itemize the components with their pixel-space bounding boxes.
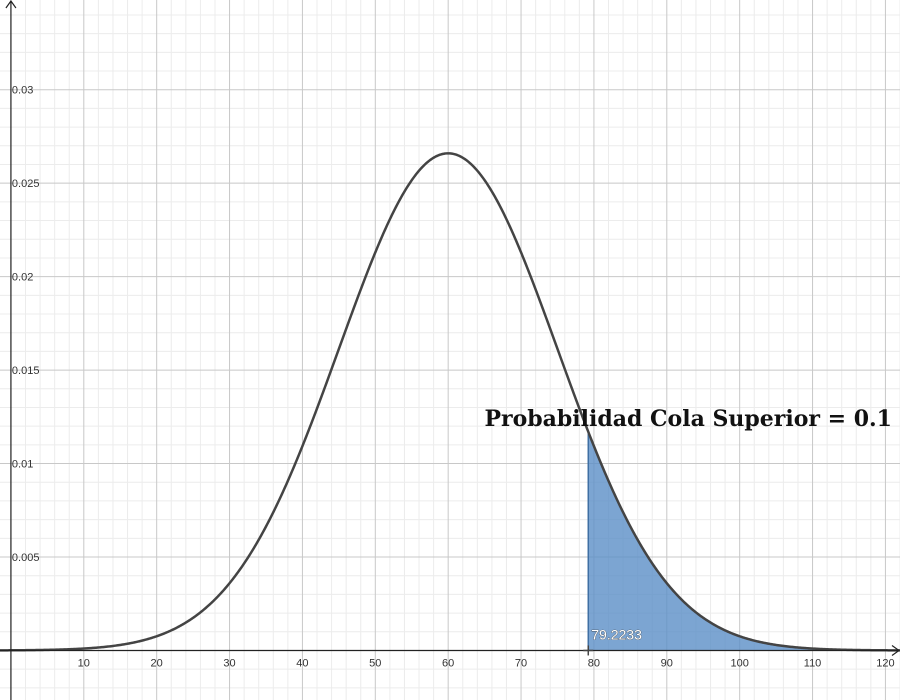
cutoff-value-label: 79.2233 — [591, 626, 642, 642]
y-tick-label: 0.01 — [12, 459, 33, 471]
x-tick-label: 20 — [151, 657, 163, 669]
x-tick-label: 40 — [296, 657, 308, 669]
y-tick-label: 0.025 — [12, 178, 40, 190]
upper-tail-area — [588, 431, 900, 651]
x-tick-labels: 10 20 30 40 50 60 70 80 90 100 110 120 — [78, 657, 895, 669]
cutoff-point-marker[interactable] — [583, 645, 594, 656]
x-tick-label: 90 — [661, 657, 673, 669]
y-tick-label: 0.02 — [12, 272, 33, 284]
x-tick-label: 120 — [876, 657, 894, 669]
x-tick-label: 10 — [78, 657, 90, 669]
y-tick-label: 0.015 — [12, 365, 40, 377]
x-tick-label: 100 — [730, 657, 748, 669]
x-tick-label: 110 — [804, 657, 822, 669]
y-axis-arrow-icon — [5, 0, 17, 9]
x-axis-arrow-icon — [891, 644, 900, 656]
x-tick-label: 30 — [223, 657, 235, 669]
y-tick-label: 0.03 — [12, 85, 33, 97]
tail-probability-annotation: Probabilidad Cola Superior = 0.1 — [484, 406, 892, 432]
x-tick-label: 60 — [442, 657, 454, 669]
y-tick-label: 0.005 — [12, 552, 40, 564]
x-tick-label: 80 — [588, 657, 600, 669]
x-tick-label: 70 — [515, 657, 527, 669]
y-tick-labels: 0.005 0.01 0.015 0.02 0.025 0.03 — [12, 85, 40, 564]
density-curve — [0, 152, 900, 652]
x-tick-label: 50 — [369, 657, 381, 669]
